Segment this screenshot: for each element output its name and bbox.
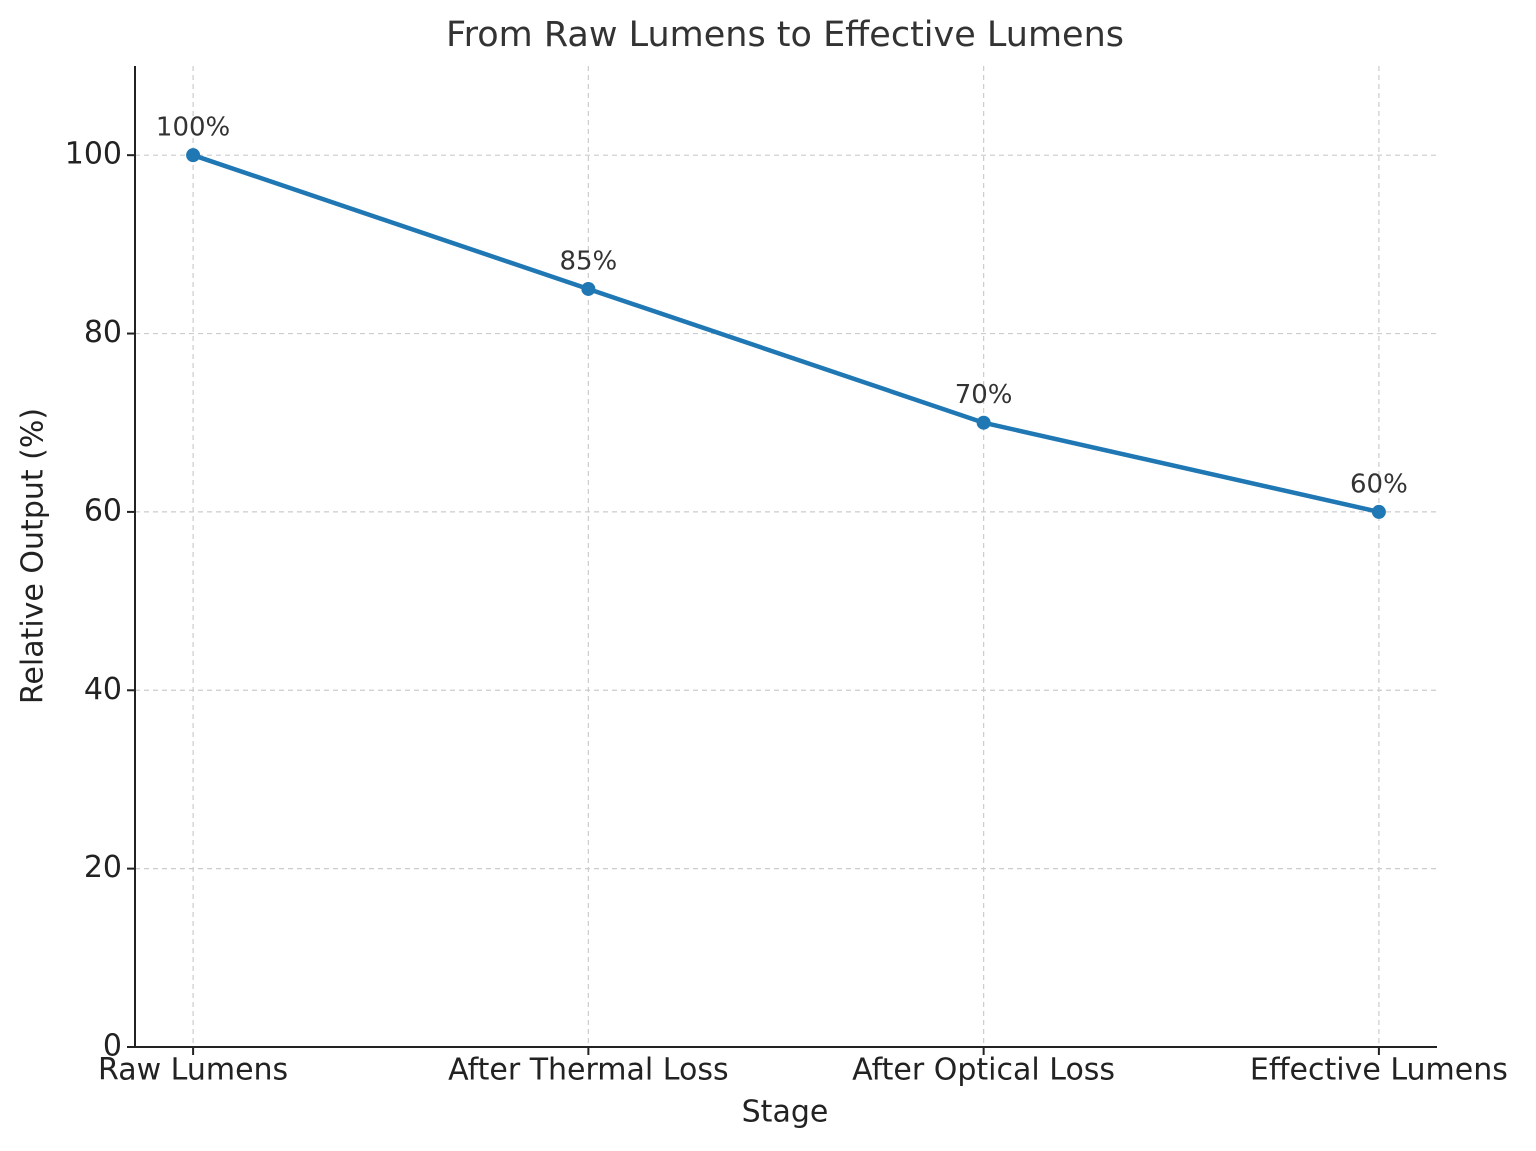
point [1371,504,1386,519]
point [976,415,991,430]
point [186,148,201,163]
x-tick-label: Effective Lumens [1250,1053,1508,1088]
data-label: 85% [559,246,617,276]
line [192,153,1380,515]
x-axis-label: Stage [742,1095,829,1130]
data-label: 60% [1350,469,1408,499]
x-tick-label: Raw Lumens [98,1053,288,1088]
data-label: 100% [156,113,230,143]
y-tick-label: 20 [84,850,122,885]
y-tick-label: 60 [84,493,122,528]
y-tick-label: 0 [103,1029,122,1064]
x-tick-label: After Thermal Loss [448,1053,728,1088]
point [581,281,596,296]
y-axis-label: Relative Output (%) [16,408,51,704]
y-tick-label: 100 [65,137,122,172]
data-label: 70% [955,380,1013,410]
y-tick-label: 80 [84,315,122,350]
chart-title: From Raw Lumens to Effective Lumens [446,15,1124,55]
x-tick-label: After Optical Loss [852,1053,1115,1088]
y-tick-label: 40 [84,672,122,707]
